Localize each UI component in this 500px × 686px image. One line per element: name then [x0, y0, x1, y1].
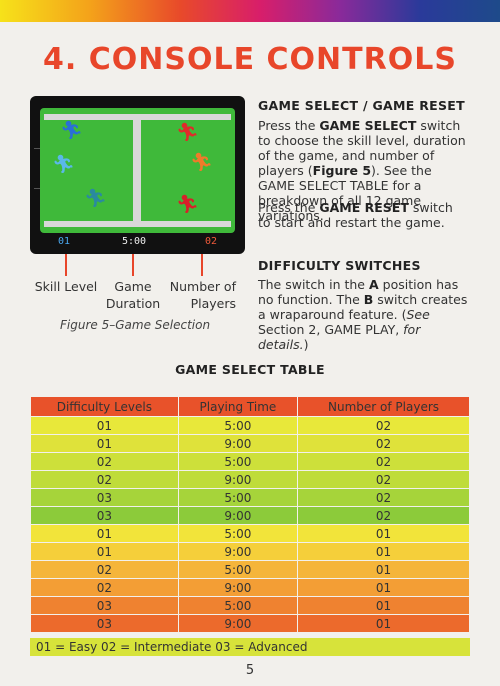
- players-cell: 01: [297, 524, 470, 543]
- game-duration-readout: 5:00: [122, 236, 147, 247]
- players-cell: 01: [297, 578, 470, 597]
- center-wall: [133, 114, 141, 227]
- number-of-players-readout: 02: [205, 236, 218, 247]
- playing-time-cell: 5:00: [177, 524, 299, 543]
- game-duration-pointer: [132, 254, 134, 276]
- playing-time-cell: 9:00: [177, 578, 299, 597]
- playing-time-cell: 5:00: [177, 560, 299, 579]
- players-cell: 01: [297, 542, 470, 561]
- playing-time-cell: 5:00: [177, 416, 299, 435]
- screen-tick: [34, 188, 40, 189]
- players-cell: 01: [297, 614, 470, 633]
- skill-level-pointer: [65, 254, 67, 276]
- game-select-heading: GAME SELECT / GAME RESET: [258, 98, 465, 113]
- players-cell: 02: [297, 488, 470, 507]
- orange-player-icon: 🏃︎: [190, 152, 213, 173]
- difficulty-switches-paragraph: The switch in the A position has no func…: [258, 277, 468, 352]
- players-cell: 01: [297, 596, 470, 615]
- number-of-players-label: Number of Players: [169, 279, 236, 311]
- difficulty-cell: 01: [30, 416, 179, 435]
- screen-tick: [34, 148, 40, 149]
- difficulty-cell: 02: [30, 560, 179, 579]
- table-row: 02 5:00 01: [30, 560, 470, 579]
- header-number-of-players: Number of Players: [297, 396, 470, 417]
- difficulty-cell: 03: [30, 488, 179, 507]
- skill-level-label: Skill Level: [34, 279, 98, 294]
- table-row: 01 5:00 02: [30, 416, 470, 435]
- table-row: 03 5:00 01: [30, 596, 470, 615]
- difficulty-legend: 01 = Easy 02 = Intermediate 03 = Advance…: [30, 638, 470, 656]
- page-title: 4. CONSOLE CONTROLS: [43, 42, 457, 77]
- playing-time-cell: 9:00: [177, 506, 299, 525]
- difficulty-cell: 03: [30, 614, 179, 633]
- figure-caption: Figure 5–Game Selection: [60, 318, 211, 332]
- header-difficulty-levels: Difficulty Levels: [30, 396, 179, 417]
- players-cell: 01: [297, 560, 470, 579]
- blue-player-icon: 🏃︎: [60, 120, 83, 141]
- table-row: 02 5:00 02: [30, 452, 470, 471]
- table-header-row: Difficulty Levels Playing Time Number of…: [30, 396, 470, 417]
- playing-field: 🏃︎ 🏃︎ 🏃︎ 🏃︎ 🏃︎ 🏃︎: [40, 108, 235, 233]
- playing-time-cell: 9:00: [177, 614, 299, 633]
- game-duration-label: Game Duration: [105, 279, 161, 311]
- lightblue-player-icon: 🏃︎: [52, 154, 75, 175]
- score-bar: 01 5:00 02: [40, 235, 235, 249]
- table-row: 02 9:00 02: [30, 470, 470, 489]
- game-select-table-title: GAME SELECT TABLE: [175, 362, 325, 377]
- table-row: 03 9:00 02: [30, 506, 470, 525]
- playing-time-cell: 5:00: [177, 596, 299, 615]
- red-player-icon: 🏃︎: [176, 122, 199, 143]
- difficulty-cell: 01: [30, 434, 179, 453]
- page-number: 5: [245, 663, 255, 678]
- players-cell: 02: [297, 506, 470, 525]
- players-pointer: [201, 254, 203, 276]
- difficulty-cell: 02: [30, 578, 179, 597]
- rainbow-header-band: [0, 0, 500, 22]
- players-cell: 02: [297, 452, 470, 471]
- red-player-icon: 🏃︎: [176, 194, 199, 215]
- table-row: 02 9:00 01: [30, 578, 470, 597]
- teal-player-icon: 🏃︎: [84, 188, 107, 209]
- playing-time-cell: 9:00: [177, 542, 299, 561]
- playing-time-cell: 5:00: [177, 488, 299, 507]
- table-row: 01 9:00 01: [30, 542, 470, 561]
- game-screen-illustration: 🏃︎ 🏃︎ 🏃︎ 🏃︎ 🏃︎ 🏃︎ 01 5:00 02: [30, 96, 245, 254]
- difficulty-cell: 01: [30, 524, 179, 543]
- difficulty-switches-heading: DIFFICULTY SWITCHES: [258, 258, 421, 273]
- players-cell: 02: [297, 470, 470, 489]
- players-cell: 02: [297, 434, 470, 453]
- difficulty-cell: 02: [30, 452, 179, 471]
- table-row: 03 9:00 01: [30, 614, 470, 633]
- skill-level-readout: 01: [58, 236, 71, 247]
- difficulty-cell: 02: [30, 470, 179, 489]
- table-row: 01 9:00 02: [30, 434, 470, 453]
- game-reset-paragraph: Press the GAME RESET switch to start and…: [258, 200, 453, 230]
- difficulty-cell: 03: [30, 506, 179, 525]
- difficulty-cell: 03: [30, 596, 179, 615]
- playing-time-cell: 9:00: [177, 434, 299, 453]
- difficulty-cell: 01: [30, 542, 179, 561]
- table-row: 01 5:00 01: [30, 524, 470, 543]
- table-row: 03 5:00 02: [30, 488, 470, 507]
- playing-time-cell: 5:00: [177, 452, 299, 471]
- header-playing-time: Playing Time: [177, 396, 299, 417]
- game-select-table: Difficulty Levels Playing Time Number of…: [30, 396, 470, 633]
- playing-time-cell: 9:00: [177, 470, 299, 489]
- game-select-paragraph: Press the GAME SELECT switch to choose t…: [258, 118, 466, 223]
- players-cell: 02: [297, 416, 470, 435]
